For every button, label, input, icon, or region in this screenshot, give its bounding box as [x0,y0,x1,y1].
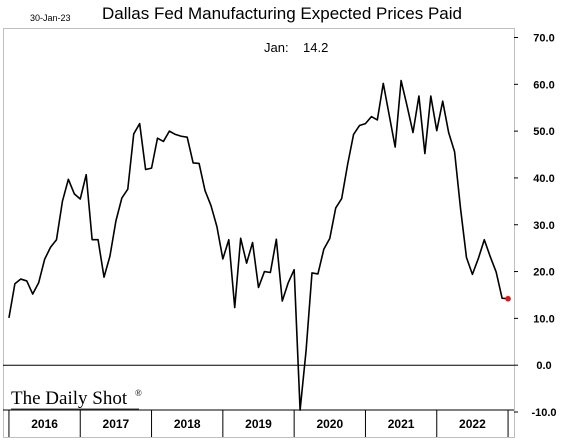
y-tick-label: 20.0 [533,267,554,279]
y-tick-label: 70.0 [533,33,554,45]
x-year-label: 2021 [388,417,415,431]
series-line [8,79,509,411]
chart-date: 30-Jan-23 [30,13,71,23]
y-tick-label: 10.0 [533,313,554,325]
annotation-value: 14.2 [303,40,328,55]
x-year-label: 2019 [245,417,272,431]
plot-frame [3,28,515,438]
plot-border [3,28,515,438]
y-tick-label: 0.0 [536,360,551,372]
y-tick-label: 40.0 [533,173,554,185]
y-tick-label: 30.0 [533,220,554,232]
x-year-label: 2018 [174,417,201,431]
y-tick-label: 60.0 [533,79,554,91]
logo-registered-mark: ® [135,388,142,398]
daily-shot-logo: The Daily Shot ® [11,388,142,410]
x-year-label: 2020 [316,417,343,431]
chart-title: Dallas Fed Manufacturing Expected Prices… [102,4,462,23]
series-group [8,79,511,411]
last-point-marker [505,295,511,302]
x-year-label: 2022 [459,417,486,431]
logo-text: The Daily Shot [11,388,128,409]
y-tick-label: 50.0 [533,126,554,138]
y-axis: 70.0 60.0 50.0 40.0 30.0 20.0 10.0 0.0 -10.0 [514,33,557,419]
x-year-label: 2016 [31,417,58,431]
annotation-label: Jan: [264,40,289,55]
x-year-label: 2017 [103,417,130,431]
x-axis: 2016 2017 2018 2019 2020 2021 2022 [3,409,514,437]
y-tick-label: -10.0 [531,407,556,419]
